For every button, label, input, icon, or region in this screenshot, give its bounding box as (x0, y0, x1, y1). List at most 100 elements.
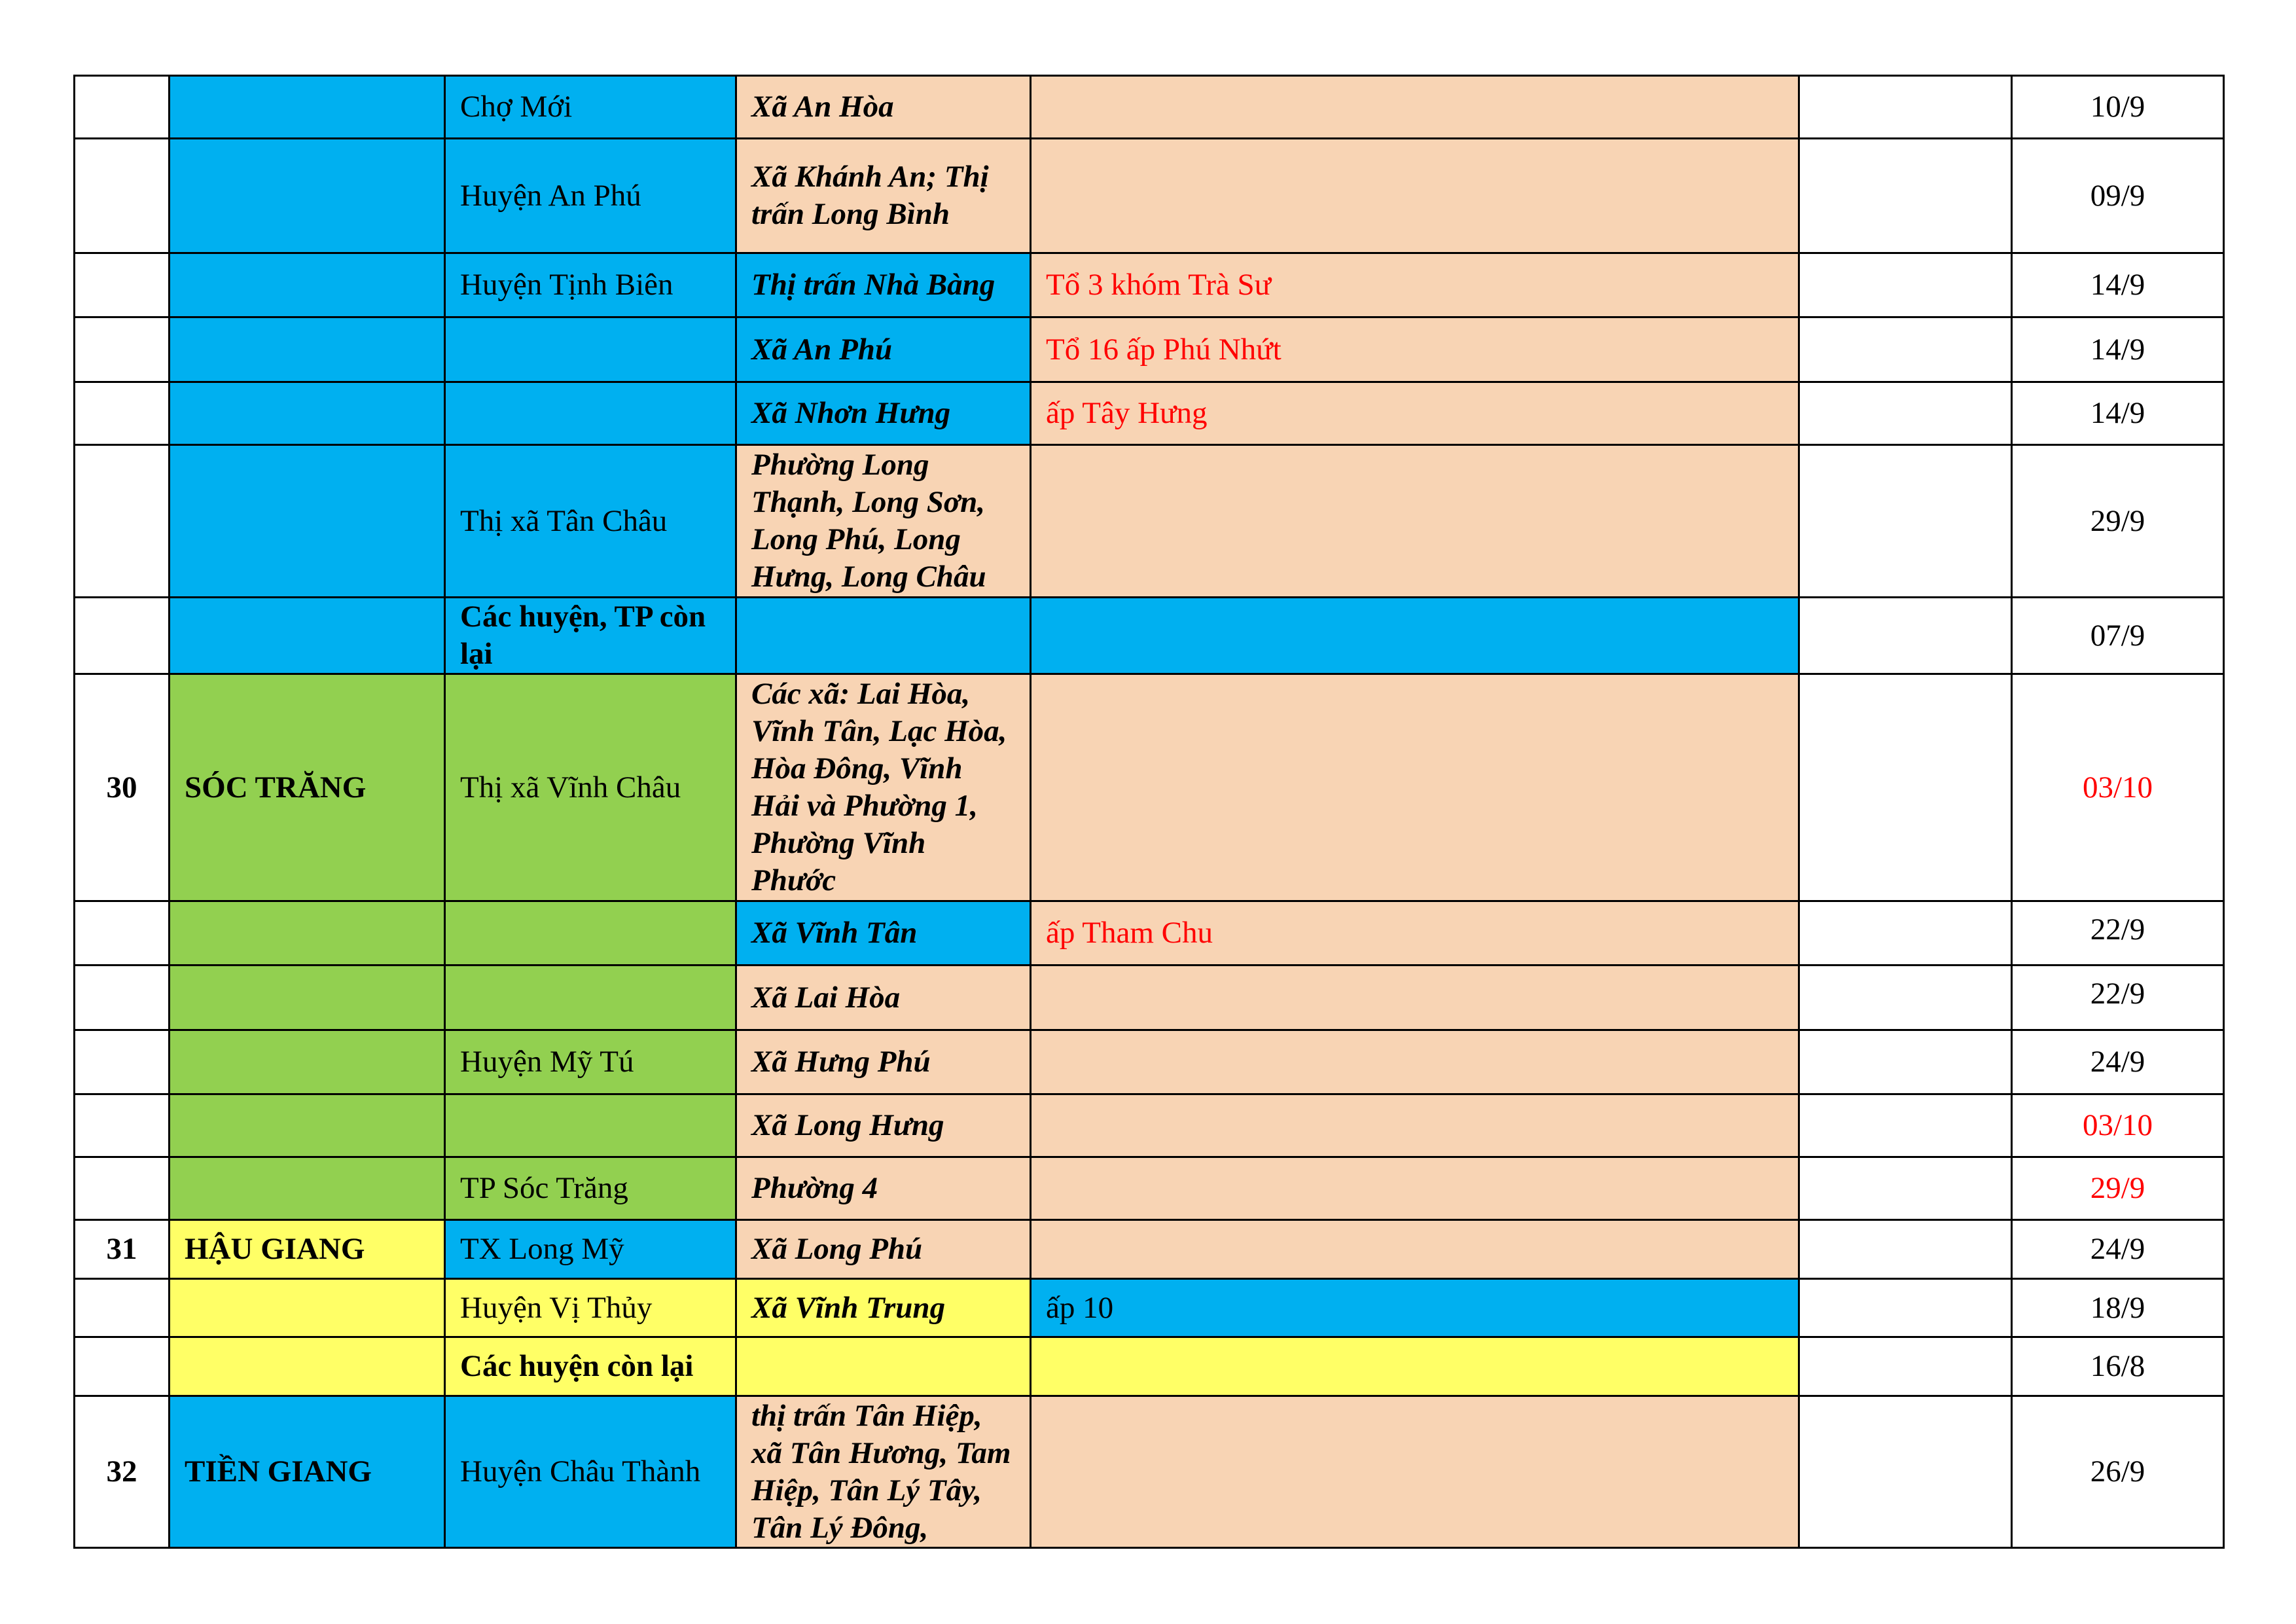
commune-cell: Xã Vĩnh Trung (735, 1278, 1031, 1338)
commune-cell: Xã Long Phú (735, 1219, 1031, 1280)
district-cell: TP Sóc Trăng (444, 1156, 737, 1221)
detail-cell (1030, 673, 1800, 902)
date-cell: 03/10 (2011, 673, 2225, 902)
row-number (73, 1278, 170, 1338)
district-cell (444, 1093, 737, 1158)
schedule-table: Chợ Mới Xã An Hòa 10/9 Huyện An Phú Xã Khánh… (73, 75, 2225, 1549)
province-cell (168, 596, 446, 675)
row-number (73, 1093, 170, 1158)
detail-cell (1030, 137, 1800, 254)
blank-cell (1798, 137, 2013, 254)
province-cell (168, 1029, 446, 1095)
table-row: Huyện An Phú Xã Khánh An; Thị trấn Long B… (73, 137, 2225, 254)
row-number (73, 1156, 170, 1221)
row-number: 30 (73, 673, 170, 902)
date-cell: 22/9 (2011, 964, 2225, 1031)
date-cell: 24/9 (2011, 1219, 2225, 1280)
province-cell (168, 316, 446, 383)
blank-cell (1798, 381, 2013, 446)
row-number: 32 (73, 1395, 170, 1549)
row-number (73, 964, 170, 1031)
row-number (73, 900, 170, 966)
table-row: 32 TIỀN GIANG Huyện Châu Thành thị trấn Tân… (73, 1395, 2225, 1549)
row-number (73, 1029, 170, 1095)
blank-cell (1798, 900, 2013, 966)
table-row: Huyện Tịnh Biên Thị trấn Nhà Bàng Tổ 3 khó… (73, 252, 2225, 318)
table-row: Huyện Mỹ Tú Xã Hưng Phú 24/9 (73, 1029, 2225, 1095)
province-cell (168, 444, 446, 598)
province-cell (168, 381, 446, 446)
province-cell (168, 252, 446, 318)
commune-cell: Phường 4 (735, 1156, 1031, 1221)
blank-cell (1798, 316, 2013, 383)
commune-cell: Xã Long Hưng (735, 1093, 1031, 1158)
date-cell: 24/9 (2011, 1029, 2225, 1095)
commune-cell: Các xã: Lai Hòa, Vĩnh Tân, Lạc Hòa, Hòa … (735, 673, 1031, 902)
date-cell: 14/9 (2011, 252, 2225, 318)
row-number (73, 596, 170, 675)
row-number (73, 444, 170, 598)
blank-cell (1798, 252, 2013, 318)
detail-cell: ấp Tham Chu (1030, 900, 1800, 966)
district-cell: Thị xã Vĩnh Châu (444, 673, 737, 902)
blank-cell (1798, 1093, 2013, 1158)
district-cell: Các huyện, TP còn lại (444, 596, 737, 675)
table-row: TP Sóc Trăng Phường 4 29/9 (73, 1156, 2225, 1221)
province-cell: HẬU GIANG (168, 1219, 446, 1280)
date-cell: 29/9 (2011, 444, 2225, 598)
detail-cell: Tổ 16 ấp Phú Nhứt (1030, 316, 1800, 383)
district-cell: TX Long Mỹ (444, 1219, 737, 1280)
row-number (73, 1336, 170, 1397)
table-row: Các huyện, TP còn lại 07/9 (73, 596, 2225, 675)
row-number (73, 316, 170, 383)
date-cell: 14/9 (2011, 316, 2225, 383)
blank-cell (1798, 673, 2013, 902)
commune-cell: Xã Khánh An; Thị trấn Long Bình (735, 137, 1031, 254)
detail-cell (1030, 1336, 1800, 1397)
province-cell (168, 137, 446, 254)
province-cell (168, 75, 446, 139)
detail-cell (1030, 964, 1800, 1031)
detail-cell: Tổ 3 khóm Trà Sư (1030, 252, 1800, 318)
table-row: Huyện Vị Thủy Xã Vĩnh Trung ấp 10 18/9 (73, 1278, 2225, 1338)
blank-cell (1798, 1395, 2013, 1549)
commune-cell: Xã An Phú (735, 316, 1031, 383)
blank-cell (1798, 75, 2013, 139)
province-cell (168, 1093, 446, 1158)
province-cell (168, 1336, 446, 1397)
table-row: 30 SÓC TRĂNG Thị xã Vĩnh Châu Các xã: Lai H… (73, 673, 2225, 902)
province-cell (168, 1278, 446, 1338)
detail-cell (1030, 1029, 1800, 1095)
detail-cell (1030, 1219, 1800, 1280)
detail-cell (1030, 1093, 1800, 1158)
row-number (73, 381, 170, 446)
table-row: Xã Nhơn Hưng ấp Tây Hưng 14/9 (73, 381, 2225, 446)
table-row: Xã An Phú Tổ 16 ấp Phú Nhứt 14/9 (73, 316, 2225, 383)
detail-cell: ấp Tây Hưng (1030, 381, 1800, 446)
commune-cell (735, 1336, 1031, 1397)
commune-cell: Xã Hưng Phú (735, 1029, 1031, 1095)
table-row: Xã Vĩnh Tân ấp Tham Chu 22/9 (73, 900, 2225, 966)
row-number (73, 137, 170, 254)
province-cell: SÓC TRĂNG (168, 673, 446, 902)
detail-cell (1030, 444, 1800, 598)
date-cell: 03/10 (2011, 1093, 2225, 1158)
blank-cell (1798, 1278, 2013, 1338)
table-row: 31 HẬU GIANG TX Long Mỹ Xã Long Phú 24/9 (73, 1219, 2225, 1280)
district-cell: Huyện Vị Thủy (444, 1278, 737, 1338)
commune-cell: Xã Vĩnh Tân (735, 900, 1031, 966)
detail-cell (1030, 1395, 1800, 1549)
commune-cell (735, 596, 1031, 675)
district-cell: Huyện An Phú (444, 137, 737, 254)
detail-cell (1030, 75, 1800, 139)
date-cell: 18/9 (2011, 1278, 2225, 1338)
blank-cell (1798, 1029, 2013, 1095)
district-cell (444, 316, 737, 383)
date-cell: 16/8 (2011, 1336, 2225, 1397)
commune-cell: Xã An Hòa (735, 75, 1031, 139)
district-cell: Chợ Mới (444, 75, 737, 139)
district-cell: Thị xã Tân Châu (444, 444, 737, 598)
detail-cell: ấp 10 (1030, 1278, 1800, 1338)
date-cell: 22/9 (2011, 900, 2225, 966)
commune-cell: Xã Lai Hòa (735, 964, 1031, 1031)
